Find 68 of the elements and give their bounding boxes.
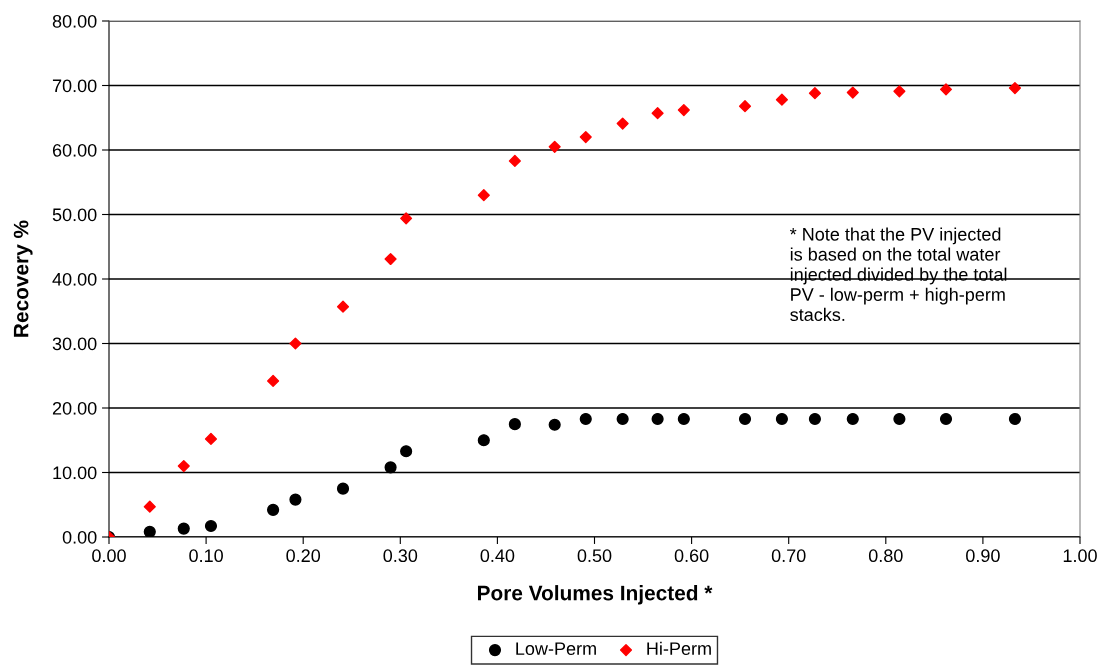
- point: [508, 418, 521, 431]
- point: [289, 337, 302, 350]
- point: [677, 412, 690, 426]
- point: [400, 445, 413, 458]
- legend-label: Low-Perm: [516, 642, 596, 656]
- point: [508, 154, 521, 168]
- y-tick-label: 80.00: [52, 14, 97, 28]
- point: [846, 86, 859, 99]
- legend-label: Hi-Perm: [647, 641, 711, 656]
- point: [939, 83, 953, 96]
- point: [846, 412, 859, 426]
- x-tick-label: 0.00: [92, 549, 126, 563]
- x-axis-title: Pore Volumes Injected *: [477, 585, 713, 605]
- x-tick-label: 0.60: [674, 549, 709, 563]
- y-tick-label: 40.00: [52, 272, 97, 286]
- point: [267, 374, 280, 387]
- x-tick-label: 0.10: [189, 549, 223, 563]
- point: [808, 87, 821, 100]
- point: [1008, 82, 1022, 95]
- point: [893, 412, 906, 426]
- y-axis-title: Recovery %: [13, 220, 33, 337]
- y-tick-label: 0.00: [62, 530, 97, 544]
- point: [1008, 412, 1022, 426]
- point: [384, 252, 397, 266]
- point: [177, 522, 190, 535]
- x-tick-label: 0.50: [577, 549, 612, 563]
- point: [177, 459, 190, 473]
- point: [738, 100, 752, 113]
- x-tick-label: 1.00: [1063, 549, 1097, 563]
- point: [477, 434, 490, 447]
- point: [204, 432, 218, 446]
- point: [651, 412, 664, 426]
- point: [579, 412, 592, 426]
- point: [267, 503, 280, 516]
- point: [336, 482, 350, 495]
- point: [289, 493, 302, 506]
- point: [579, 131, 592, 144]
- point: [775, 412, 788, 426]
- point: [808, 412, 821, 426]
- point: [775, 93, 788, 106]
- point: [143, 500, 156, 513]
- point: [384, 461, 397, 474]
- point: [616, 412, 629, 426]
- y-tick-label: 10.00: [53, 466, 97, 480]
- point: [204, 519, 218, 533]
- point: [651, 107, 664, 120]
- y-tick-label: 20.00: [52, 401, 97, 415]
- x-tick-label: 0.20: [286, 549, 321, 563]
- point: [336, 300, 350, 313]
- x-tick-label: 0.30: [383, 549, 418, 563]
- point: [400, 212, 413, 225]
- y-tick-label: 70.00: [52, 79, 97, 93]
- y-tick-label: 50.00: [52, 208, 97, 222]
- point: [143, 525, 156, 537]
- point: [548, 140, 561, 153]
- point: [893, 85, 906, 98]
- point: [677, 103, 690, 117]
- x-tick-label: 0.70: [771, 549, 806, 563]
- point: [548, 418, 561, 431]
- point: [738, 412, 752, 426]
- point: [616, 117, 629, 130]
- x-tick-label: 0.90: [966, 549, 1000, 563]
- y-tick-label: 60.00: [52, 143, 97, 157]
- x-tick-label: 0.40: [480, 549, 515, 563]
- point: [939, 412, 953, 426]
- point: [477, 189, 490, 202]
- x-tick-label: 0.80: [868, 549, 903, 563]
- y-tick-label: 30.00: [52, 337, 97, 351]
